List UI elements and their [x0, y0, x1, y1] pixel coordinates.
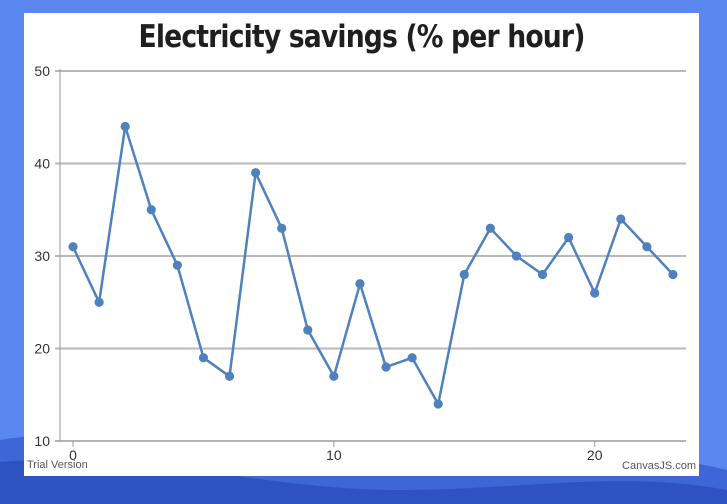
y-tick-label: 20 — [34, 341, 50, 357]
data-point — [537, 269, 548, 280]
data-point — [251, 168, 261, 178]
data-point — [329, 371, 339, 381]
trial-version-watermark: Trial Version — [27, 459, 88, 471]
canvasjs-watermark[interactable]: CanvasJS.com — [622, 460, 696, 472]
y-tick-label: 40 — [34, 156, 50, 172]
x-tick-label: 0 — [69, 447, 77, 463]
y-tick-label: 10 — [34, 433, 50, 449]
data-point — [68, 242, 78, 252]
data-point — [511, 251, 522, 261]
data-point — [433, 399, 443, 409]
data-point — [120, 121, 130, 132]
data-point — [224, 371, 235, 381]
chart-title: Electricity savings (% per hour) — [138, 19, 585, 55]
data-point — [94, 297, 104, 307]
data-point — [564, 232, 574, 243]
data-point — [146, 205, 156, 215]
chart-plot: 10 20 30 40 50 0 10 20 — [34, 63, 686, 463]
y-tick-label: 30 — [34, 248, 50, 264]
data-point — [303, 325, 313, 335]
chart-card: Electricity savings (% per hour) 10 20 30 4… — [24, 13, 699, 476]
data-point — [485, 223, 495, 233]
data-point — [277, 223, 287, 233]
series-line — [71, 125, 674, 406]
data-point — [381, 362, 391, 372]
data-point — [616, 214, 626, 224]
data-point — [355, 279, 365, 289]
data-point — [642, 242, 652, 252]
data-point — [590, 288, 600, 298]
data-point — [668, 269, 678, 280]
x-tick-label: 10 — [326, 447, 342, 463]
data-point — [198, 353, 209, 363]
y-tick-label: 50 — [34, 63, 50, 79]
data-point — [172, 260, 182, 270]
data-point — [459, 269, 469, 280]
x-tick-label: 20 — [587, 447, 603, 463]
data-point — [407, 353, 417, 363]
